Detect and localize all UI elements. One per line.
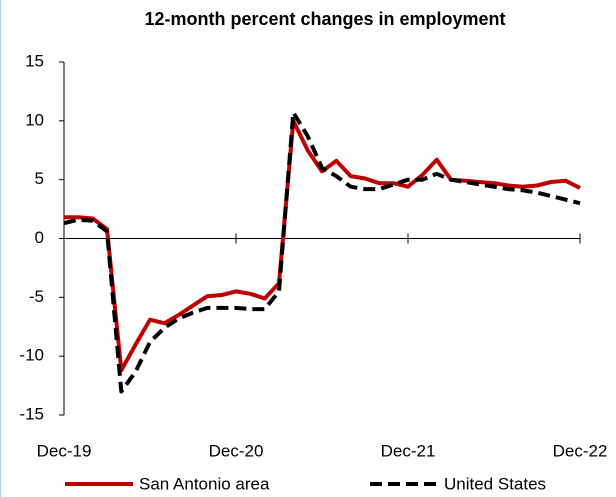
x-tick-label: Dec-21 [381,441,436,460]
legend-label: United States [444,474,546,493]
y-tick-label: -10 [19,346,44,365]
legend-label: San Antonio area [139,474,270,493]
y-tick-label: 0 [35,228,44,247]
x-tick-label: Dec-22 [553,441,608,460]
series-line [64,118,581,373]
y-tick-label: 5 [35,169,44,188]
x-tick-label: Dec-20 [209,441,264,460]
chart-title: 12-month percent changes in employment [144,9,505,29]
y-tick-label: -15 [19,404,44,423]
y-tick-label: -5 [29,287,44,306]
y-tick-label: 10 [25,110,44,129]
y-tick-label: 15 [25,51,44,70]
x-tick-label: Dec-19 [37,441,92,460]
series-line [63,110,581,394]
